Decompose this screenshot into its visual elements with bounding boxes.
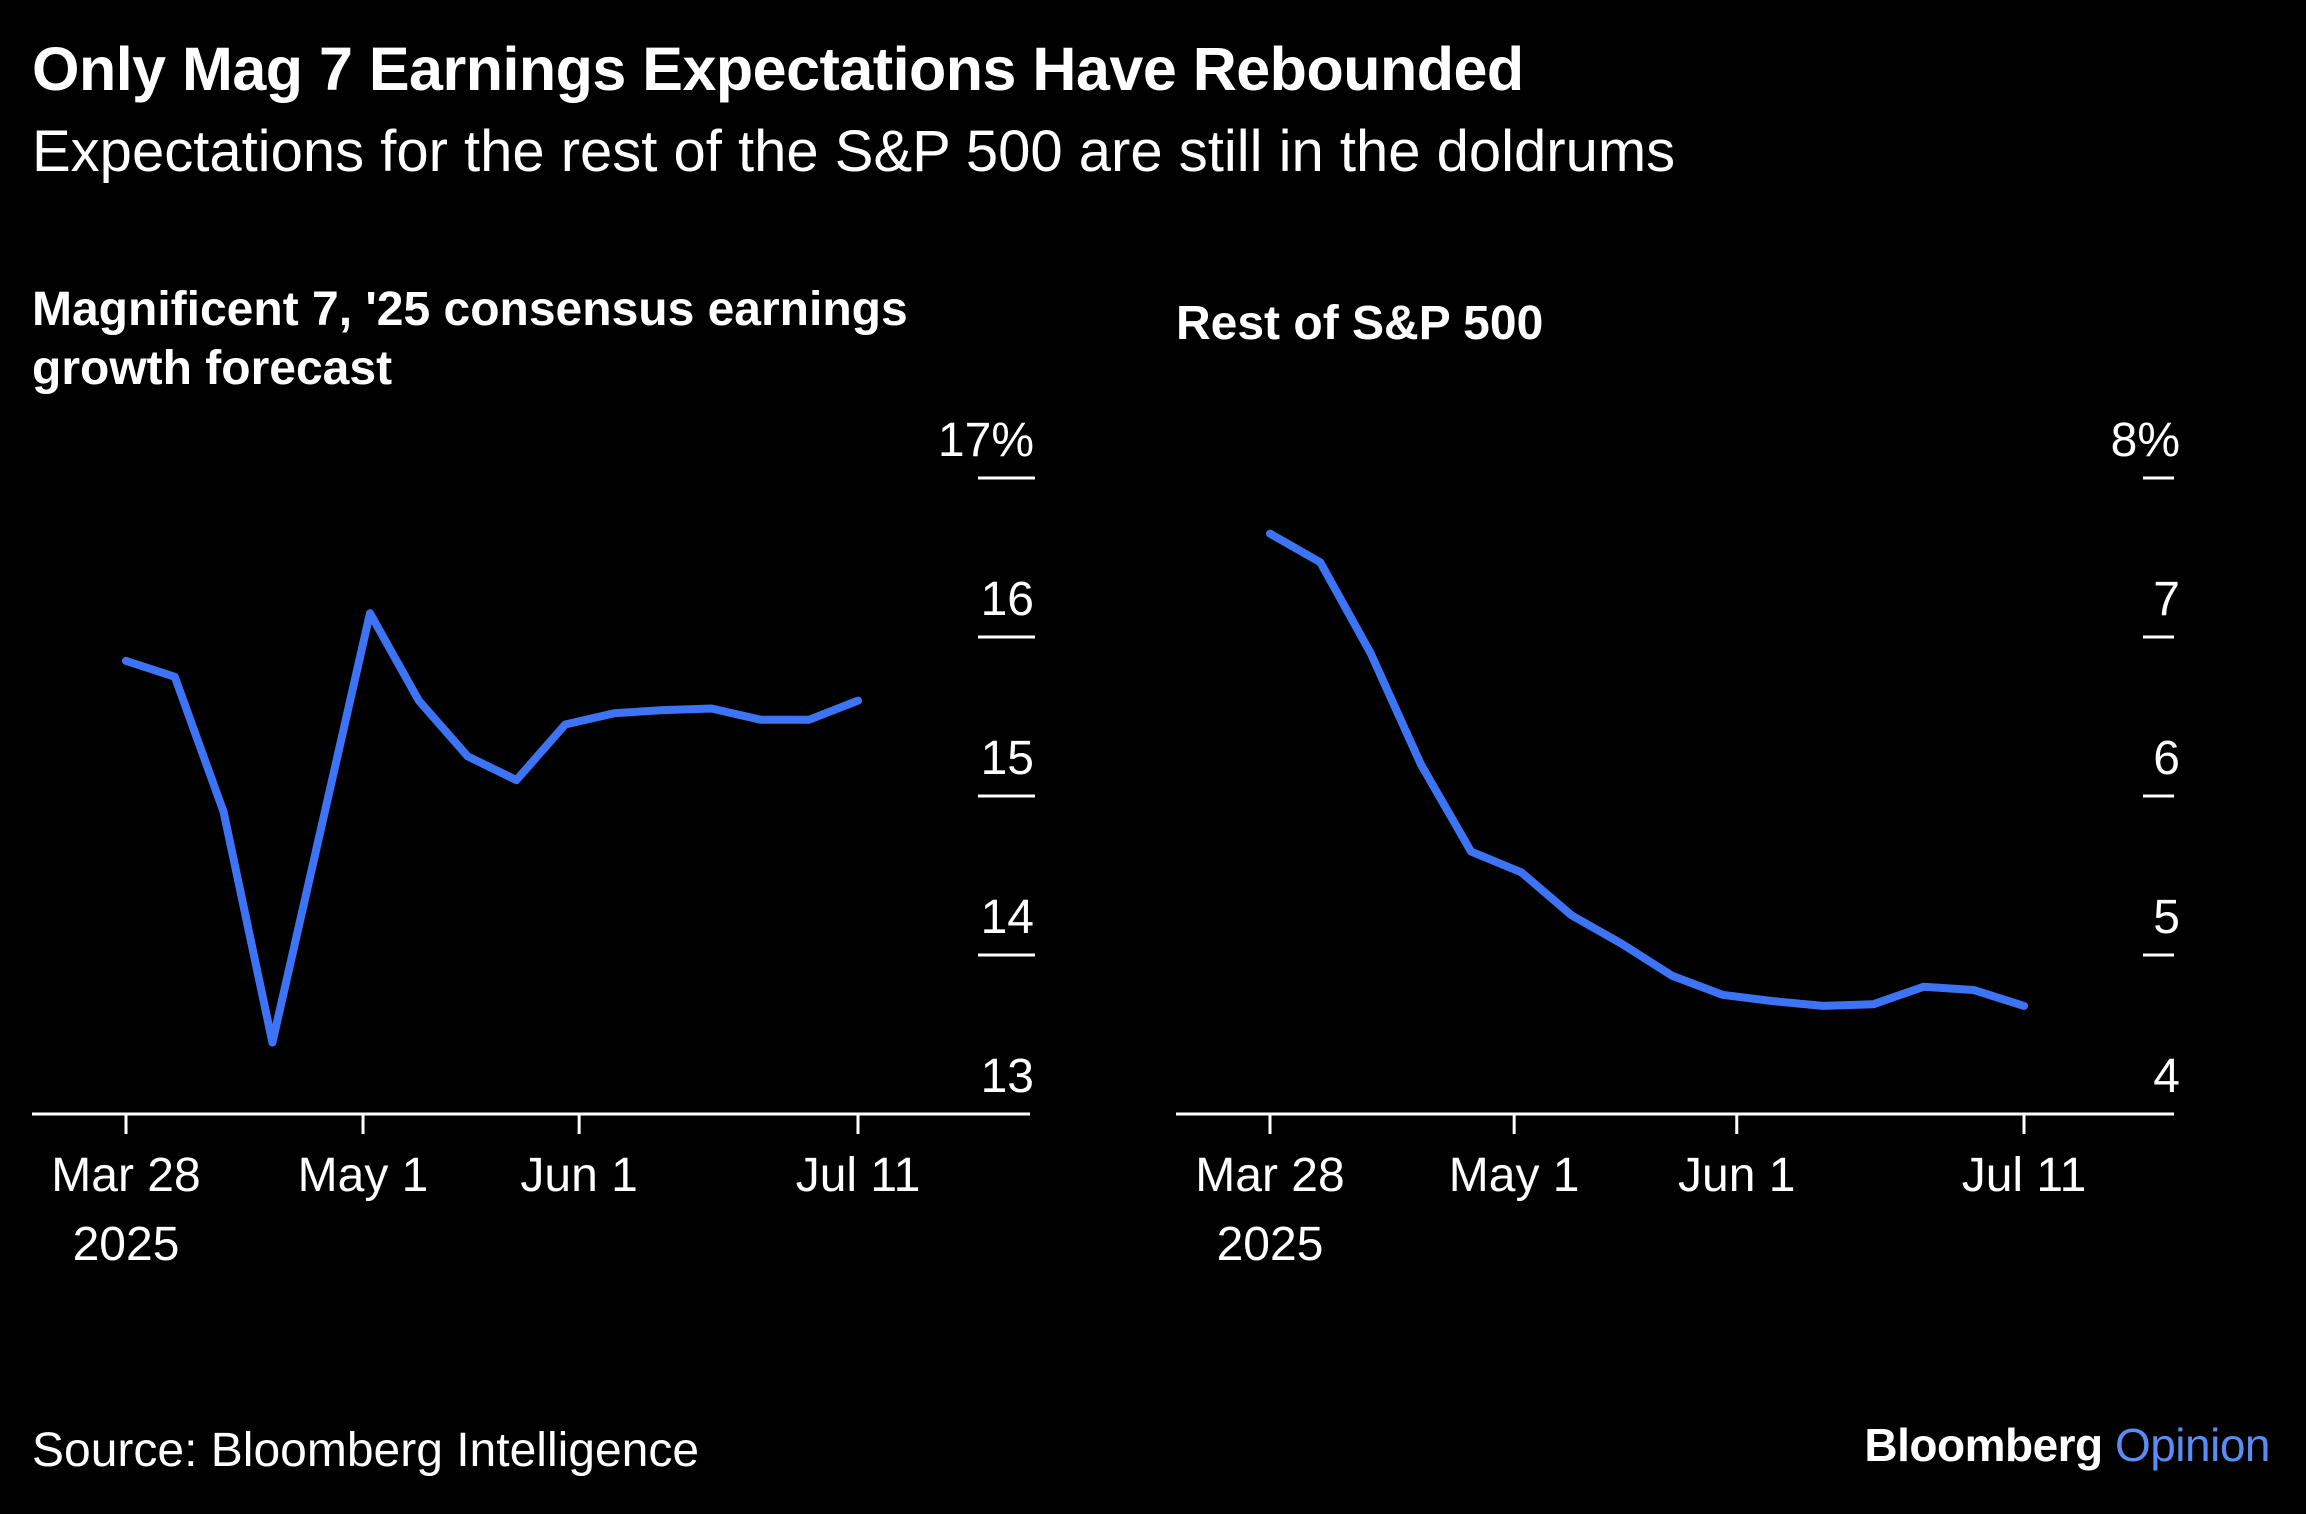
brand-accent: Opinion [2114,1419,2271,1471]
y-tick-label: 5 [2153,891,2180,944]
x-tick-label: Jun 1 [520,1149,637,1202]
x-tick-label: Jul 11 [1962,1149,2087,1202]
y-tick-label: 8% [2111,414,2180,467]
x-tick-label: May 1 [1449,1149,1580,1202]
y-tick-label: 7 [2153,573,2180,626]
y-tick-label: 16 [981,573,1034,626]
y-tick-label: 14 [981,891,1034,944]
brand-main: Bloomberg [1864,1419,2103,1471]
x-tick-sublabel: 2025 [1217,1218,1324,1271]
x-tick-sublabel: 2025 [73,1218,180,1271]
x-tick-label: May 1 [298,1149,429,1202]
y-tick-label: 15 [981,732,1034,785]
source-note: Source: Bloomberg Intelligence [32,1424,700,1477]
brand-logo: Bloomberg Opinion [1864,1418,2270,1472]
y-tick-label: 6 [2153,732,2180,785]
y-tick-label: 17% [938,414,1034,467]
y-tick-label: 13 [981,1050,1034,1103]
chart-title: Only Mag 7 Earnings Expectations Have Re… [32,35,1524,103]
series-line [122,609,862,1047]
x-tick-label: Jun 1 [1678,1149,1795,1202]
panel-title-mag7: Magnificent 7, '25 consensus earnings gr… [32,283,908,395]
y-tick-label: 4 [2153,1050,2180,1103]
series-line [1266,529,2028,1010]
chart-subtitle: Expectations for the rest of the S&P 500… [32,119,1676,184]
x-tick-label: Mar 28 [1195,1149,1344,1202]
x-tick-label: Mar 28 [51,1149,200,1202]
x-tick-label: Jul 11 [796,1149,921,1202]
panel-title-rest-sp500: Rest of S&P 500 [1176,297,1544,350]
